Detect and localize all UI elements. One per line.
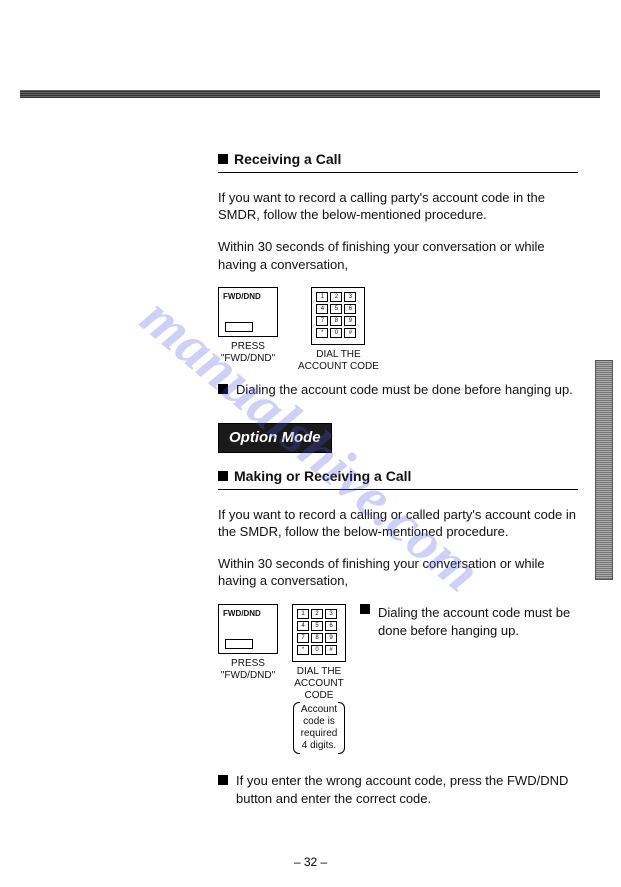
section1-title-text: Receiving a Call <box>234 150 341 169</box>
top-divider <box>20 90 600 98</box>
section2-title: Making or Receiving a Call <box>218 467 578 490</box>
keypad-key: 6 <box>344 304 356 314</box>
keypad-key: * <box>297 645 309 655</box>
section1-timing: Within 30 seconds of finishing your conv… <box>218 238 578 273</box>
fwd-dnd-box-label-2: FWD/DND <box>223 609 273 620</box>
note3: required <box>301 728 338 739</box>
fig2b-caption: DIAL THE ACCOUNT CODE <box>294 666 343 702</box>
keypad-key: # <box>325 645 337 655</box>
fig-fwd-dnd: FWD/DND PRESS "FWD/DND" <box>218 287 278 365</box>
keypad-key: 8 <box>311 633 323 643</box>
bullet-square-icon <box>218 384 228 394</box>
keypad-key: 3 <box>325 609 337 619</box>
section1-title: Receiving a Call <box>218 150 578 173</box>
keypad-key: 4 <box>297 621 309 631</box>
section2-timing: Within 30 seconds of finishing your conv… <box>218 555 578 590</box>
keypad-key: 1 <box>297 609 309 619</box>
section2-bottom-bullet: If you enter the wrong account code, pre… <box>218 772 578 807</box>
fig2b-cap1: DIAL THE <box>297 666 341 677</box>
keypad-box: 123 456 789 *0# <box>311 287 365 345</box>
page: manualshive.com Receiving a Call If you … <box>0 0 621 887</box>
keypad-grid: 123 456 789 *0# <box>316 292 360 338</box>
keypad-key: 5 <box>330 304 342 314</box>
section2-title-text: Making or Receiving a Call <box>234 467 411 486</box>
fwd-dnd-box-label: FWD/DND <box>223 292 273 303</box>
button-rect-icon <box>225 322 253 332</box>
fig1-caption: PRESS "FWD/DND" <box>221 341 275 365</box>
keypad-key: 6 <box>325 621 337 631</box>
fig1b-caption: PRESS "FWD/DND" <box>221 658 275 682</box>
bullet-square-icon <box>360 604 370 614</box>
keypad-key: 8 <box>330 316 342 326</box>
fwd-dnd-box-2: FWD/DND <box>218 604 278 654</box>
keypad-key: 4 <box>316 304 328 314</box>
section1-bullet: Dialing the account code must be done be… <box>218 381 578 399</box>
keypad-key: 9 <box>344 316 356 326</box>
content-area: Receiving a Call If you want to record a… <box>218 150 578 823</box>
fwd-dnd-box: FWD/DND <box>218 287 278 337</box>
keypad-key: 9 <box>325 633 337 643</box>
keypad-key: 7 <box>316 316 328 326</box>
fig2-cap2: ACCOUNT CODE <box>298 361 379 372</box>
section2-intro: If you want to record a calling or calle… <box>218 506 578 541</box>
keypad-key: # <box>344 328 356 338</box>
note4: 4 digits. <box>302 740 336 751</box>
fig1b-cap1: PRESS <box>231 658 265 669</box>
side-tab <box>595 360 613 580</box>
button-rect-icon <box>225 639 253 649</box>
section2-side-bullet: Dialing the account code must be done be… <box>360 604 578 639</box>
fig1b-cap2: "FWD/DND" <box>221 670 275 681</box>
section2-bottom-bullet-text: If you enter the wrong account code, pre… <box>236 772 578 807</box>
section1-figures: FWD/DND PRESS "FWD/DND" 123 456 789 *0# DIA… <box>218 287 578 373</box>
keypad-grid-2: 123 456 789 *0# <box>297 609 341 655</box>
fig-keypad-2: 123 456 789 *0# DIAL THE ACCOUNT CODE Accou… <box>292 604 346 752</box>
keypad-key: 2 <box>330 292 342 302</box>
fig2-cap1: DIAL THE <box>316 349 360 360</box>
paren-note: Account code is required 4 digits. <box>293 704 346 752</box>
keypad-key: 2 <box>311 609 323 619</box>
bullet-square-icon <box>218 154 228 164</box>
fig2b-note: Account code is required 4 digits. <box>293 704 346 752</box>
section2-figures: FWD/DND PRESS "FWD/DND" 123 456 789 *0# DIA… <box>218 604 578 752</box>
fig-keypad-1: 123 456 789 *0# DIAL THE ACCOUNT CODE <box>298 287 379 373</box>
keypad-key: 0 <box>330 328 342 338</box>
keypad-key: 1 <box>316 292 328 302</box>
keypad-box-2: 123 456 789 *0# <box>292 604 346 662</box>
note2: code is <box>303 716 335 727</box>
option-mode-heading: Option Mode <box>218 423 332 453</box>
bullet-square-icon <box>218 775 228 785</box>
section1-bullet-text: Dialing the account code must be done be… <box>236 381 573 399</box>
keypad-key: 3 <box>344 292 356 302</box>
keypad-key: 7 <box>297 633 309 643</box>
keypad-key: 0 <box>311 645 323 655</box>
fig2b-cap3: CODE <box>305 690 334 701</box>
keypad-key: * <box>316 328 328 338</box>
fig-fwd-dnd-2: FWD/DND PRESS "FWD/DND" <box>218 604 278 682</box>
fig1-cap1: PRESS <box>231 341 265 352</box>
note1: Account <box>301 704 337 715</box>
fig1-cap2: "FWD/DND" <box>221 353 275 364</box>
fig2b-cap2: ACCOUNT <box>294 678 343 689</box>
section2-side-bullet-text: Dialing the account code must be done be… <box>378 604 578 639</box>
fig2-caption: DIAL THE ACCOUNT CODE <box>298 349 379 373</box>
page-number: – 32 – <box>294 855 327 869</box>
keypad-key: 5 <box>311 621 323 631</box>
section1-intro: If you want to record a calling party's … <box>218 189 578 224</box>
bullet-square-icon <box>218 471 228 481</box>
